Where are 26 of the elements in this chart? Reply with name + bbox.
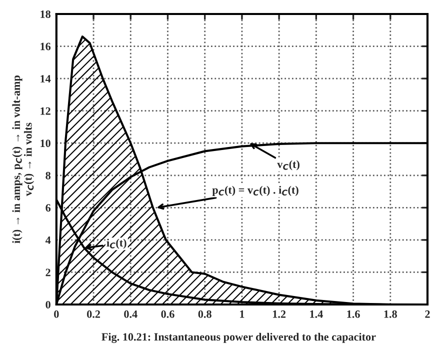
y-tick-label: 14 (40, 75, 51, 82)
x-tick-label: 1.8 (384, 310, 397, 318)
x-tick-label: 1 (240, 310, 244, 318)
x-tick-label: 0.8 (198, 310, 212, 318)
caption: Fig. 10.21: Instantaneous power delivered to the capacitor (102, 332, 376, 343)
y-tick-label: 10 (40, 140, 50, 148)
x-tick-label: 0.6 (161, 310, 174, 318)
x-tick-label: 1.2 (273, 310, 286, 318)
y-tick-label: 2 (46, 268, 50, 276)
y-tick-label: 18 (40, 10, 50, 18)
y-tick-label: 8 (46, 172, 50, 180)
y-tick-label: 0 (46, 300, 50, 308)
y-tick-label: 12 (40, 107, 50, 115)
x-tick-label: 2 (425, 310, 430, 318)
x-tick-label: 0.4 (124, 310, 138, 318)
y-tick-label: 6 (46, 204, 51, 212)
x-tick-label: 1.4 (310, 310, 323, 318)
annotation: v$_{C}$(t) (277, 160, 300, 170)
annotation: i$_{C}$(t) (106, 238, 126, 249)
annotation: p$_{C}$(t) = v$_{C}$(t) . i$_{C}$(t) (212, 186, 298, 196)
text: i(t) → in amps, p$_{C}$(t) → in volt-amp v$_{C}$(t) → in volts (12, 76, 34, 244)
y-tick-label: 4 (45, 236, 51, 244)
x-tick-label: 1.6 (347, 310, 360, 318)
x-tick-label: 0 (54, 310, 59, 318)
y-tick-label: 16 (40, 42, 51, 50)
x-tick-label: 0.2 (87, 310, 100, 318)
